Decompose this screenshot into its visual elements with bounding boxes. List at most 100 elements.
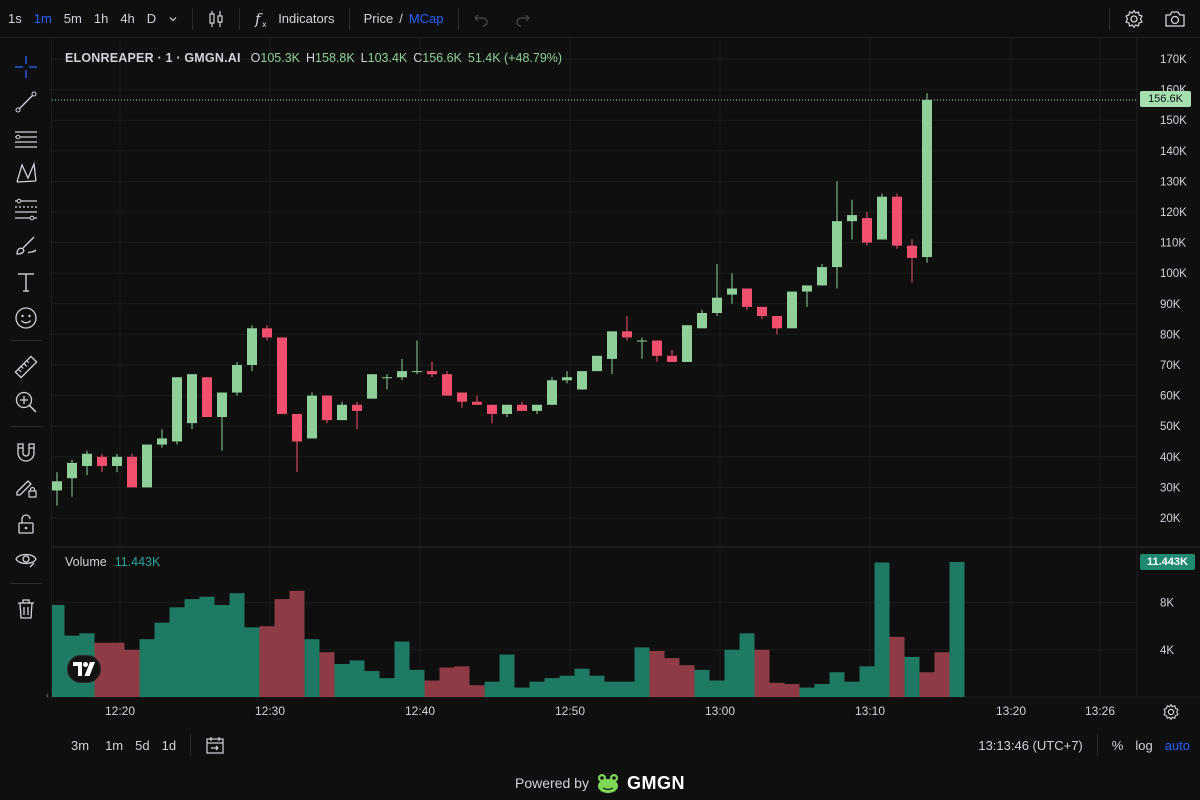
measure-tool[interactable] [12,353,40,381]
timeframe-1h[interactable]: 1h [93,11,109,26]
fib-tool[interactable] [12,195,40,223]
lock-drawing-tool[interactable] [12,473,40,501]
candle-body [787,291,797,329]
magnet-icon [17,443,35,462]
settings-button[interactable] [1118,9,1150,29]
screenshot-button[interactable] [1158,9,1192,29]
brush-icon [16,236,37,255]
low-label: L [360,51,368,65]
volume-bar [199,596,215,697]
text-icon [18,273,34,292]
volume-bar [274,599,290,697]
volume-bar [409,669,425,697]
toolbar-divider [348,7,350,30]
tradingview-logo[interactable] [67,655,101,683]
volume-bar [154,622,170,697]
toolbar-divider [10,340,42,341]
candle-body [547,380,557,405]
delete-drawings-tool[interactable] [12,595,40,623]
close-label: C [413,51,423,65]
pattern-tool[interactable] [12,159,40,187]
range-1d[interactable]: 1d [161,737,177,753]
eye-icon [15,553,37,568]
range-3m[interactable]: 3m [71,737,90,753]
ruler-icon [14,355,38,379]
redo-button[interactable] [509,11,537,27]
volume-bar [619,681,635,697]
price-tick-label: 170K [1160,54,1187,66]
date-range-button[interactable] [199,735,231,755]
volume-label: Volume [65,555,107,569]
range-1m[interactable]: 1m [105,737,124,753]
lock-all-tool[interactable] [12,510,40,538]
emoji-tool[interactable] [12,304,40,332]
drawing-toolbar: ‹ [0,38,52,700]
price-mcap-toggle[interactable]: Price / MCap [358,11,450,26]
volume-bar [124,649,140,697]
candle-body [607,331,617,359]
auto-toggle[interactable]: auto [1164,737,1190,753]
crosshair-tool[interactable] [12,53,40,81]
candle-body [277,337,287,414]
undo-button[interactable] [467,11,495,27]
volume-bar [499,654,515,697]
mcap-label: MCap [408,11,444,26]
frog-icon [597,774,618,793]
high-label: H [306,51,316,65]
horizontal-lines-icon [15,131,37,148]
candle-body [202,377,212,418]
chart-canvas[interactable]: 12:20 12:30 12:40 12:50 13:00 13:10 13:20 13:26… [52,38,1200,730]
trend-line-tool[interactable] [12,88,40,116]
chevron-down-icon[interactable] [162,14,184,24]
open-label: O [250,51,261,65]
hide-drawings-tool[interactable] [12,545,40,573]
last-price-badge: 156.6K [1140,91,1191,107]
volume-bar [769,682,785,697]
toolbar-divider [1096,734,1098,756]
volume-bars [52,562,965,697]
volume-bar [829,672,845,697]
clock-label[interactable]: 13:13:46 (UTC+7) [978,737,1083,753]
fib-retracement-icon [15,198,37,221]
candle-body [472,401,482,405]
pattern-icon [16,161,37,183]
zoom-tool[interactable] [12,388,40,416]
timeframe-1s[interactable]: 1s [8,11,22,26]
candle-type-button[interactable] [201,9,231,29]
magnet-tool[interactable] [12,438,40,466]
volume-bar [289,590,305,697]
price-tick-label: 100K [1160,268,1187,280]
volume-bar [469,685,485,697]
brand-label: GMGN [626,772,685,793]
text-tool[interactable] [12,268,40,296]
undo-icon [473,14,488,27]
range-5d[interactable]: 5d [135,737,150,753]
candle-body [742,288,752,307]
ohlc-legend: ELONREAPER · 1 · GMGN.AI O105.3K H158.8K… [65,51,562,65]
log-toggle[interactable]: log [1135,737,1153,753]
reset-scale-button[interactable] [1162,703,1180,721]
collapse-arrow-icon[interactable]: ‹ [46,690,49,700]
timeframe-1m[interactable]: 1m [33,11,52,26]
brush-tool[interactable] [12,231,40,259]
volume-bar [634,647,650,697]
toolbar-divider [1109,7,1110,30]
gear-small-icon [1163,703,1179,721]
horizontal-lines-tool[interactable] [12,124,40,152]
volume-bar [304,639,320,697]
timeframe-4h[interactable]: 4h [120,11,135,26]
symbol-label[interactable]: ELONREAPER · 1 · GMGN.AI [65,51,241,65]
candle-body [172,377,182,442]
volume-bar [709,680,725,697]
candle-body [82,453,92,466]
volume-bar [904,656,920,697]
volume-bar [544,678,560,697]
percent-toggle[interactable]: % [1111,737,1124,753]
smiley-icon [15,307,37,329]
toolbar-divider [457,7,459,30]
timeframe-5m[interactable]: 5m [63,11,82,26]
candle-body [112,456,122,466]
timeframe-d[interactable]: D [146,11,157,26]
candle-body [457,392,467,402]
